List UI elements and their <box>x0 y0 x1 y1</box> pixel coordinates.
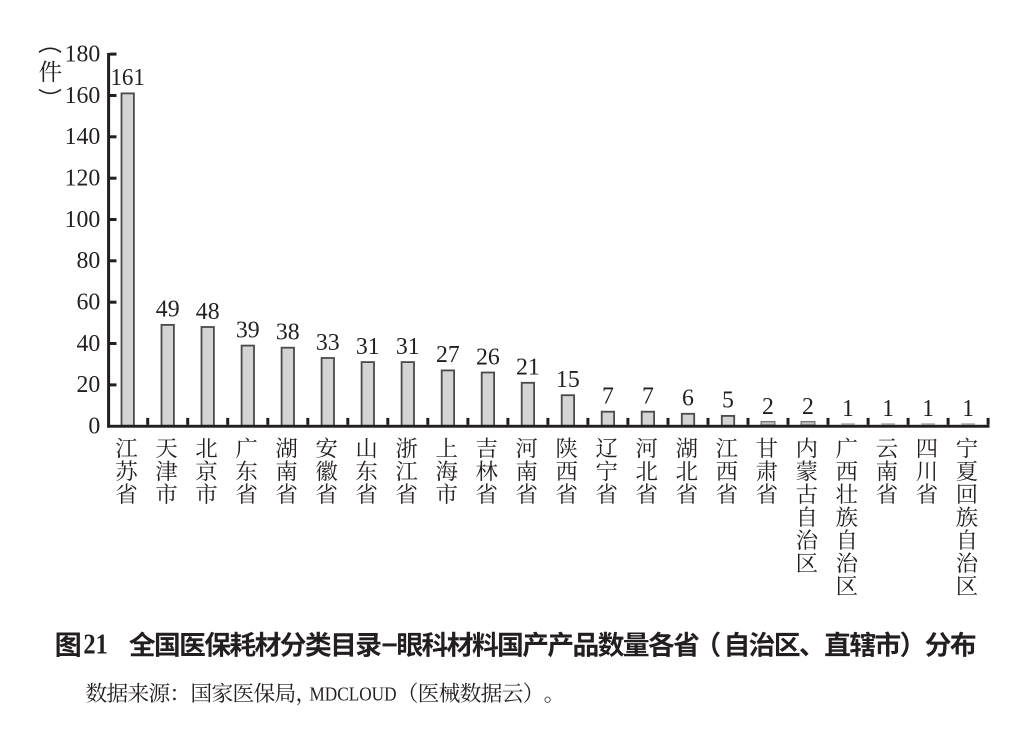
svg-text:2: 2 <box>802 394 814 420</box>
svg-text:0: 0 <box>88 414 100 440</box>
svg-text:80: 80 <box>77 248 101 274</box>
svg-text:7: 7 <box>602 384 614 410</box>
svg-text:160: 160 <box>65 83 101 109</box>
svg-text:27: 27 <box>436 342 460 368</box>
svg-text:33: 33 <box>316 330 340 356</box>
svg-text:100: 100 <box>65 207 101 233</box>
svg-text:120: 120 <box>65 166 101 192</box>
svg-text:31: 31 <box>356 334 380 360</box>
svg-text:31: 31 <box>396 334 420 360</box>
svg-text:1: 1 <box>962 396 974 422</box>
svg-text:6: 6 <box>682 386 694 412</box>
svg-text:60: 60 <box>77 290 101 316</box>
svg-text:161: 161 <box>110 65 145 91</box>
svg-text:39: 39 <box>236 317 260 343</box>
svg-text:1: 1 <box>842 396 854 422</box>
svg-text:20: 20 <box>77 372 101 398</box>
svg-text:180: 180 <box>65 41 101 67</box>
svg-text:1: 1 <box>922 396 934 422</box>
svg-text:21: 21 <box>83 629 107 661</box>
svg-text:1: 1 <box>882 396 894 422</box>
svg-text:15: 15 <box>556 367 580 393</box>
svg-text:40: 40 <box>77 331 101 357</box>
svg-text:5: 5 <box>722 388 734 414</box>
svg-text:49: 49 <box>156 297 180 323</box>
svg-text:38: 38 <box>276 320 300 346</box>
svg-text:140: 140 <box>65 124 101 150</box>
svg-text:21: 21 <box>516 355 540 381</box>
svg-text:48: 48 <box>196 299 220 325</box>
svg-text:MDCLOUD: MDCLOUD <box>310 684 397 706</box>
svg-text:26: 26 <box>476 344 500 370</box>
svg-text:7: 7 <box>642 384 654 410</box>
svg-text:2: 2 <box>762 394 774 420</box>
